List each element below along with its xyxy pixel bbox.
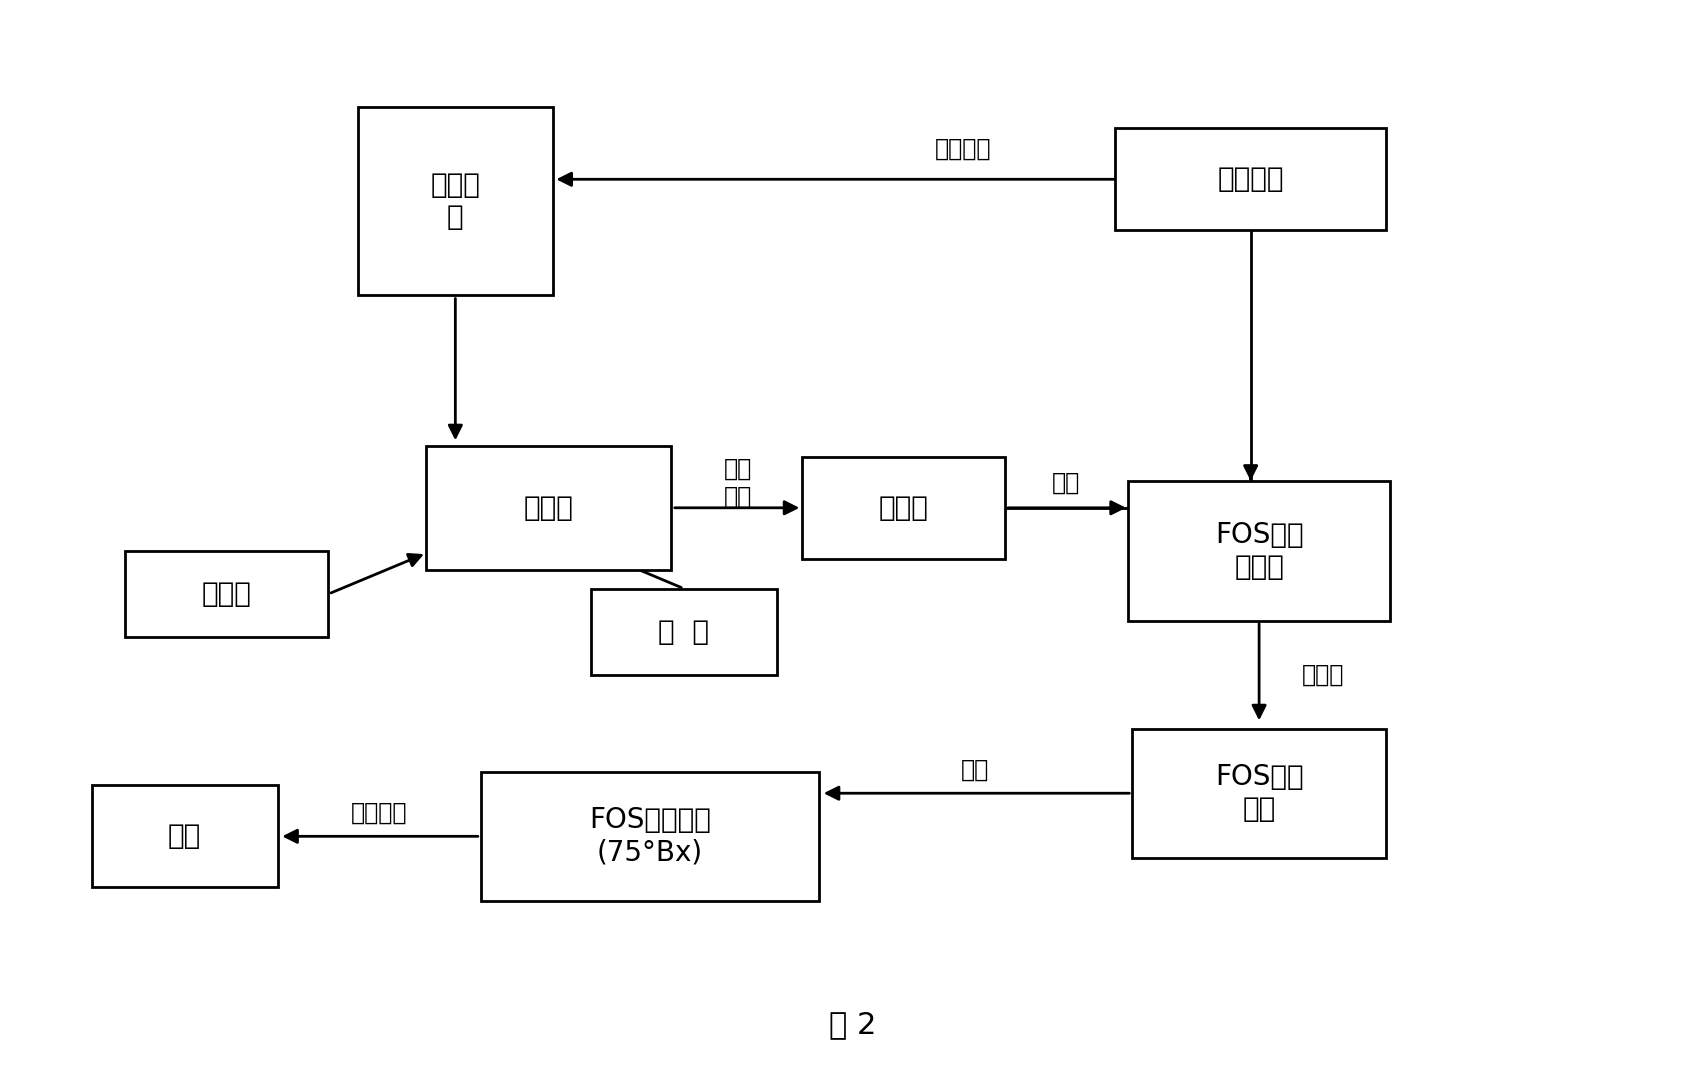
Text: 蔗  糖: 蔗 糖 bbox=[658, 618, 709, 646]
Text: 反应罐: 反应罐 bbox=[523, 494, 573, 521]
Text: 成品: 成品 bbox=[167, 823, 201, 850]
Bar bbox=[1127, 481, 1390, 621]
Bar bbox=[481, 771, 818, 901]
Text: 浓缩: 浓缩 bbox=[960, 757, 989, 781]
Text: FOS糖浆
产品: FOS糖浆 产品 bbox=[1214, 763, 1303, 824]
Text: 净化水: 净化水 bbox=[201, 580, 252, 608]
Text: 搅拌
恒温: 搅拌 恒温 bbox=[723, 457, 752, 508]
Bar bbox=[1115, 128, 1384, 230]
Text: 精过滤: 精过滤 bbox=[1301, 662, 1344, 686]
Text: 分离: 分离 bbox=[1052, 471, 1079, 495]
Bar bbox=[1132, 729, 1384, 858]
Bar bbox=[358, 107, 552, 295]
Text: 重复使用: 重复使用 bbox=[934, 137, 991, 161]
Text: FOS糖浆产品
(75°Bx): FOS糖浆产品 (75°Bx) bbox=[588, 806, 711, 866]
Text: 图 2: 图 2 bbox=[829, 1010, 876, 1040]
Bar bbox=[590, 588, 776, 674]
Text: 反应液: 反应液 bbox=[878, 494, 928, 521]
Text: 灌装灭菌: 灌装灭菌 bbox=[351, 801, 407, 825]
Bar bbox=[801, 457, 1004, 559]
Text: 固定化
酶: 固定化 酶 bbox=[430, 170, 481, 231]
Text: 固定化酶: 固定化酶 bbox=[1217, 165, 1284, 193]
Bar bbox=[426, 446, 670, 570]
Text: FOS糖浆
粗产品: FOS糖浆 粗产品 bbox=[1214, 520, 1303, 582]
Bar bbox=[126, 551, 329, 637]
Bar bbox=[92, 786, 278, 887]
